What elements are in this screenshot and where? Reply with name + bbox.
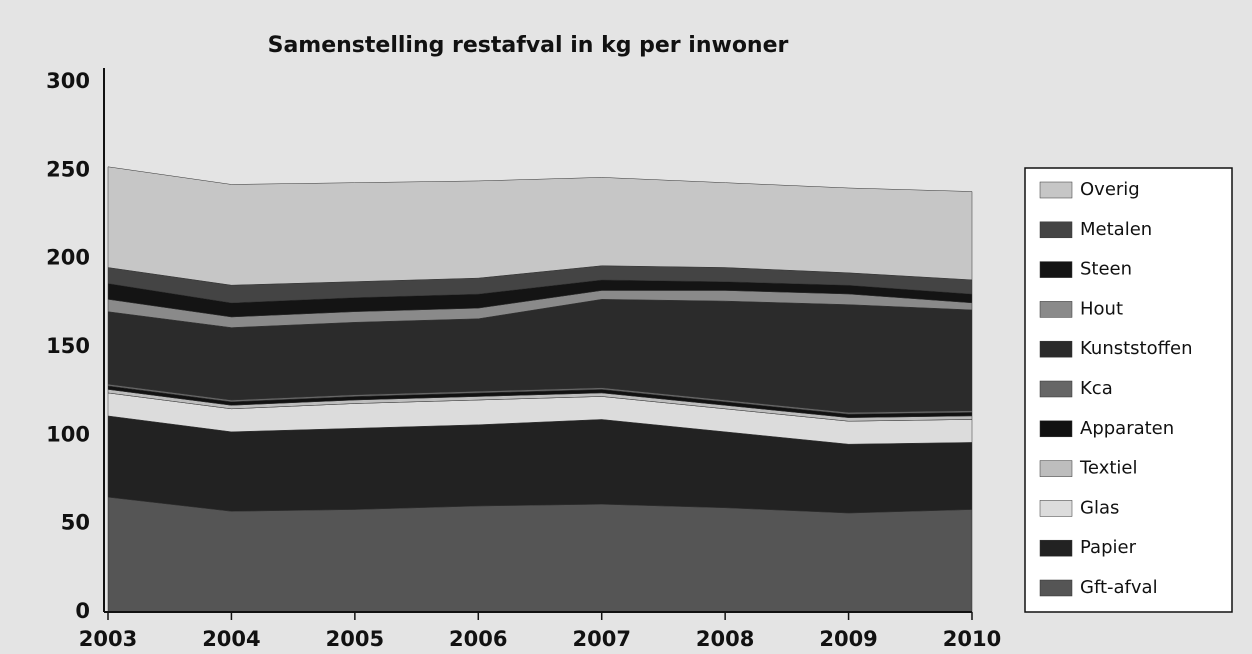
y-tick-label: 150 [46, 334, 90, 358]
area [107, 166, 973, 286]
x-tick-label: 2005 [326, 627, 384, 651]
legend-swatch [1039, 460, 1073, 477]
legend-label: Kca [1080, 378, 1113, 399]
y-tick-label: 100 [46, 422, 90, 446]
legend-label: Hout [1080, 298, 1123, 319]
legend-swatch [1039, 301, 1073, 318]
x-tick-label: 2004 [202, 627, 260, 651]
legend-label: Glas [1080, 497, 1119, 518]
chart-title: Samenstelling restafval in kg per inwone… [268, 33, 789, 58]
x-tick-label: 2008 [696, 627, 754, 651]
y-tick-label: 200 [46, 246, 90, 270]
legend-label: Steen [1080, 259, 1132, 280]
legend-label: Textiel [1079, 458, 1137, 479]
y-tick-label: 250 [46, 157, 90, 181]
legend-swatch [1039, 579, 1073, 597]
legend-label: Kunststoffen [1080, 338, 1193, 359]
legend-label: Gft-afval [1080, 577, 1158, 598]
x-tick-label: 2006 [449, 627, 507, 651]
legend-swatch [1039, 181, 1073, 199]
x-tick-label: 2003 [79, 627, 137, 651]
y-tick-label: 0 [75, 599, 90, 623]
legend-swatch [1039, 500, 1073, 517]
y-tick-label: 300 [46, 69, 90, 93]
area [107, 496, 973, 613]
x-tick-label: 2009 [819, 627, 877, 651]
y-tick-label: 50 [61, 511, 90, 535]
legend-swatch [1039, 539, 1073, 557]
legend-label: Overig [1080, 179, 1140, 200]
x-tick-label: 2007 [572, 627, 630, 651]
legend-label: Metalen [1080, 219, 1152, 240]
legend-swatch [1039, 261, 1073, 278]
legend-swatch [1039, 420, 1073, 438]
x-tick-label: 2010 [943, 627, 1001, 651]
legend-label: Papier [1080, 537, 1137, 558]
legend-label: Apparaten [1080, 418, 1174, 439]
legend-swatch [1039, 380, 1073, 398]
legend-swatch [1039, 340, 1073, 358]
legend-swatch [1039, 221, 1073, 239]
